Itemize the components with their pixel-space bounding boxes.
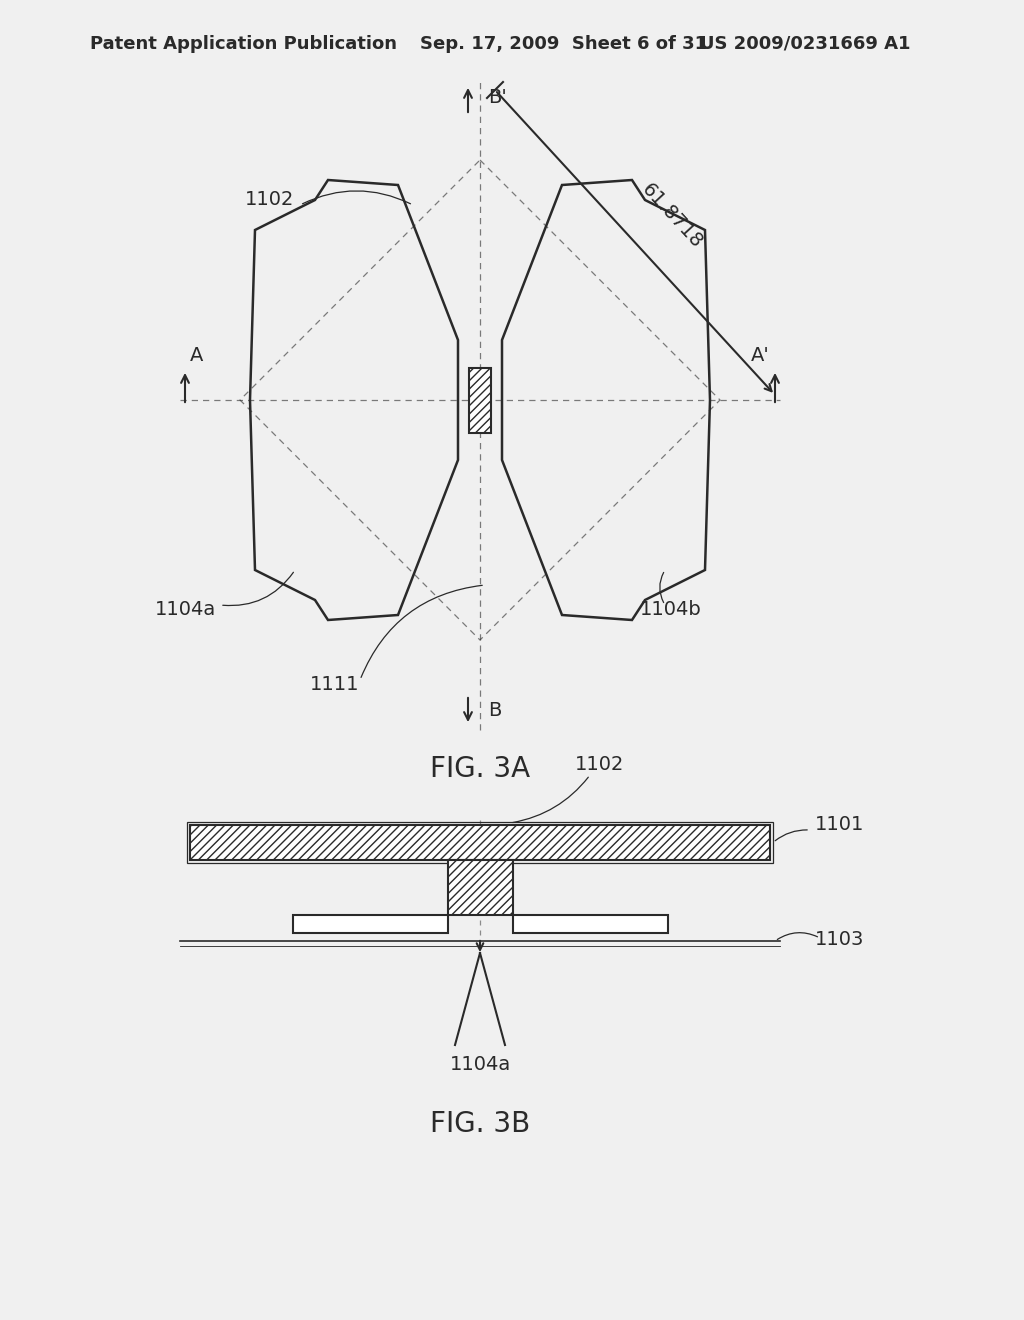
Bar <box>512 915 668 933</box>
Text: B: B <box>488 701 502 719</box>
Text: Patent Application Publication: Patent Application Publication <box>90 36 397 53</box>
Text: 1104b: 1104b <box>640 601 701 619</box>
Bar <box>187 822 773 863</box>
Text: B': B' <box>488 88 507 107</box>
Text: 1104a: 1104a <box>155 601 216 619</box>
Text: FIG. 3A: FIG. 3A <box>430 755 530 783</box>
Text: 1103: 1103 <box>815 931 864 949</box>
Text: 1111: 1111 <box>310 675 359 694</box>
Text: 1104a: 1104a <box>450 1055 511 1074</box>
Bar <box>293 915 447 933</box>
Text: A: A <box>190 346 204 366</box>
Text: Sep. 17, 2009  Sheet 6 of 31: Sep. 17, 2009 Sheet 6 of 31 <box>420 36 708 53</box>
Bar <box>190 825 770 861</box>
Text: 1102: 1102 <box>575 755 625 774</box>
Text: A': A' <box>752 346 770 366</box>
Text: US 2009/0231669 A1: US 2009/0231669 A1 <box>700 36 910 53</box>
Text: 1101: 1101 <box>815 814 864 834</box>
Bar <box>447 861 512 915</box>
Text: FIG. 3B: FIG. 3B <box>430 1110 530 1138</box>
Text: 1102: 1102 <box>245 190 294 209</box>
Text: 61.8718: 61.8718 <box>638 180 707 252</box>
Bar <box>469 367 490 433</box>
